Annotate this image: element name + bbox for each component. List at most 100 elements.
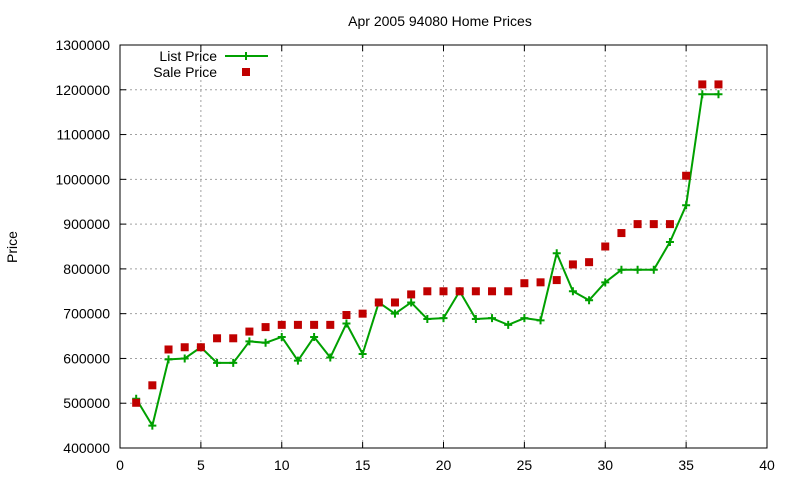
list-price-point (601, 278, 610, 287)
sale-price-point (326, 320, 335, 329)
series-list-price (132, 90, 723, 430)
sale-price-point (698, 80, 707, 89)
grid-lines (120, 45, 767, 448)
data-series (132, 80, 723, 430)
sale-price-point (471, 287, 480, 296)
x-tick-label: 30 (597, 457, 613, 473)
sale-price-point (148, 381, 157, 390)
sale-price-point (132, 398, 141, 407)
list-price-point (633, 265, 642, 274)
list-price-point (180, 354, 189, 363)
y-tick-label: 1100000 (57, 127, 111, 143)
y-tick-label: 800000 (63, 261, 110, 277)
list-price-line (135, 93, 719, 427)
list-price-point (439, 314, 448, 323)
sale-price-point (374, 298, 383, 307)
list-price-point (148, 421, 157, 430)
y-tick-label: 700000 (63, 306, 110, 322)
sale-price-point (455, 287, 464, 296)
list-price-point (342, 319, 351, 328)
sale-price-point (261, 323, 270, 332)
list-price-point (504, 320, 513, 329)
sale-price-point (714, 80, 723, 89)
list-price-point (326, 353, 335, 362)
list-price-point (423, 315, 432, 324)
x-axis-tick-labels: 0 5 10 15 20 25 30 35 40 (116, 457, 775, 473)
list-price-point (568, 287, 577, 296)
sale-price-point (407, 290, 416, 299)
list-price-point (698, 90, 707, 99)
list-price-point (617, 265, 626, 274)
list-price-point (682, 201, 691, 210)
sale-price-point (488, 287, 497, 296)
x-tick-label: 35 (678, 457, 694, 473)
x-tick-label: 40 (759, 457, 775, 473)
sale-price-point (552, 276, 561, 285)
list-price-point (261, 338, 270, 347)
sale-price-point (180, 343, 189, 352)
x-tick-label: 10 (274, 457, 290, 473)
sale-price-point (293, 320, 302, 329)
sale-price-point (439, 287, 448, 296)
y-tick-label: 1300000 (55, 37, 110, 53)
x-tick-label: 20 (436, 457, 452, 473)
y-axis-label: Price (4, 231, 20, 263)
sale-price-point (390, 298, 399, 307)
sale-price-point (342, 311, 351, 320)
sale-price-point (520, 279, 529, 288)
legend-label: Sale Price (153, 64, 217, 80)
series-sale-price (132, 80, 723, 407)
list-price-point (649, 265, 658, 274)
y-tick-label: 1000000 (55, 171, 110, 187)
x-tick-label: 25 (517, 457, 533, 473)
list-price-point (665, 238, 674, 247)
sale-price-point (229, 334, 238, 343)
list-price-point (213, 358, 222, 367)
list-price-point (164, 355, 173, 364)
list-price-point (488, 314, 497, 323)
sale-price-point (585, 258, 594, 267)
sale-price-point (601, 242, 610, 251)
y-tick-label: 900000 (63, 216, 110, 232)
list-price-point (229, 358, 238, 367)
legend-label: List Price (159, 48, 217, 64)
list-price-point (520, 314, 529, 323)
sale-price-point (196, 343, 205, 352)
sale-price-point (617, 229, 626, 238)
sale-price-point (504, 287, 513, 296)
sale-price-point (682, 171, 691, 180)
list-price-point (310, 332, 319, 341)
legend-marker (242, 52, 250, 60)
y-tick-label: 600000 (63, 350, 110, 366)
chart-title: Apr 2005 94080 Home Prices (348, 13, 532, 29)
sale-price-point (423, 287, 432, 296)
list-price-point (293, 356, 302, 365)
y-axis-tick-labels: 400000 500000 600000 700000 800000 900000 1000… (55, 37, 110, 456)
list-price-point (277, 332, 286, 341)
sale-price-point (665, 220, 674, 229)
y-tick-label: 1200000 (55, 82, 110, 98)
sale-price-point (245, 327, 254, 336)
y-tick-label: 400000 (63, 440, 110, 456)
sale-price-point (633, 220, 642, 229)
sale-price-point (277, 320, 286, 329)
list-price-point (390, 309, 399, 318)
list-price-point (714, 90, 723, 99)
sale-price-point (536, 278, 545, 287)
sale-price-point (649, 220, 658, 229)
list-price-point (358, 349, 367, 358)
x-tick-label: 15 (355, 457, 371, 473)
list-price-point (585, 296, 594, 305)
sale-price-point (310, 320, 319, 329)
x-tick-label: 5 (197, 457, 205, 473)
sale-price-point (164, 345, 173, 354)
list-price-point (407, 298, 416, 307)
sale-price-point (568, 260, 577, 269)
list-price-point (536, 316, 545, 325)
list-price-point (471, 315, 480, 324)
x-tick-label: 0 (116, 457, 124, 473)
sale-price-point (358, 309, 367, 318)
